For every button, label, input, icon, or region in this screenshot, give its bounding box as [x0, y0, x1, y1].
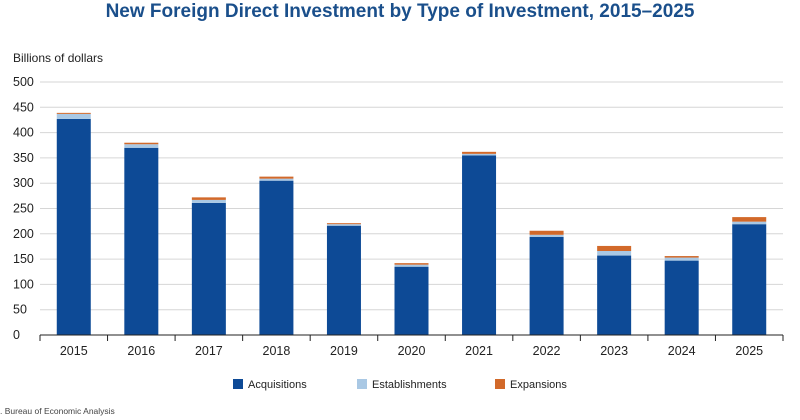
y-tick-label: 150 [13, 252, 34, 266]
x-tick-label-2016: 2016 [127, 344, 155, 358]
legend-swatch-expansions [495, 379, 505, 389]
bar-establishments-2018 [259, 178, 294, 181]
gridlines [40, 81, 783, 311]
bar-establishments-2025 [732, 221, 767, 225]
bar-acquisitions-2017 [191, 202, 226, 335]
y-axis-unit-label: Billions of dollars [13, 51, 103, 65]
x-tick-label-2017: 2017 [195, 344, 223, 358]
bar-expansions-2019 [326, 223, 361, 225]
bar-acquisitions-2020 [394, 266, 429, 335]
bar-establishments-2024 [664, 257, 699, 261]
x-tick-label-2018: 2018 [263, 344, 291, 358]
bar-acquisitions-2023 [597, 255, 632, 335]
bar-expansions-2024 [664, 256, 699, 258]
y-tick-label: 250 [13, 202, 34, 216]
legend-swatch-acquisitions [233, 379, 243, 389]
bar-expansions-2022 [529, 230, 564, 235]
y-tick-label: 100 [13, 277, 34, 291]
x-axis-ticks: 2015 2016 2017 2018 2019 2020 2021 2022 2023 2024… [39, 335, 784, 358]
legend: Acquisitions Establishments Expansions [233, 379, 567, 391]
legend-label-establishments: Establishments [372, 379, 447, 391]
x-tick-label-2019: 2019 [330, 344, 358, 358]
y-tick-label: 300 [13, 176, 34, 190]
bar-establishments-2017 [191, 199, 226, 203]
legend-swatch-establishments [357, 379, 367, 389]
legend-label-acquisitions: Acquisitions [248, 379, 307, 391]
bar-acquisitions-2021 [462, 155, 497, 335]
x-tick-label-2023: 2023 [600, 344, 628, 358]
y-tick-label: 450 [13, 100, 34, 114]
bar-establishments-2020 [394, 264, 429, 267]
bar-expansions-2015 [56, 112, 91, 114]
y-tick-label: 0 [13, 328, 20, 342]
y-tick-label: 500 [13, 75, 34, 89]
bar-acquisitions-2019 [326, 225, 361, 335]
y-tick-label: 350 [13, 151, 34, 165]
bar-establishments-2019 [326, 224, 361, 226]
bar-expansions-2016 [124, 142, 159, 145]
bar-acquisitions-2016 [124, 147, 159, 335]
bar-expansions-2025 [732, 217, 767, 222]
bar-expansions-2018 [259, 176, 294, 179]
x-tick-label-2024: 2024 [668, 344, 696, 358]
bar-acquisitions-2018 [259, 180, 294, 335]
bar-expansions-2017 [191, 197, 226, 200]
x-tick-label-2020: 2020 [398, 344, 426, 358]
x-tick-label-2015: 2015 [60, 344, 88, 358]
bar-establishments-2022 [529, 234, 564, 237]
bar-acquisitions-2022 [529, 236, 564, 335]
bar-establishments-2016 [124, 144, 159, 148]
source-note: . Bureau of Economic Analysis [0, 406, 115, 416]
chart-title: New Foreign Direct Investment by Type of… [106, 1, 695, 22]
bar-expansions-2023 [597, 245, 632, 251]
y-tick-label: 200 [13, 227, 34, 241]
bar-establishments-2015 [56, 113, 91, 119]
bar-expansions-2021 [462, 151, 497, 154]
x-tick-label-2021: 2021 [465, 344, 493, 358]
bar-establishments-2021 [462, 153, 497, 156]
bar-acquisitions-2015 [56, 118, 91, 335]
x-tick-label-2025: 2025 [735, 344, 763, 358]
legend-label-expansions: Expansions [510, 379, 567, 391]
bar-acquisitions-2024 [664, 260, 699, 335]
y-tick-label: 50 [13, 303, 27, 317]
bar-expansions-2020 [394, 263, 429, 265]
y-axis-ticks: 0 50 100 150 200 250 300 350 400 450 500 [13, 75, 34, 342]
y-tick-label: 400 [13, 126, 34, 140]
bars [56, 112, 767, 335]
bar-establishments-2023 [597, 251, 632, 256]
x-tick-label-2022: 2022 [533, 344, 561, 358]
bar-acquisitions-2025 [732, 224, 767, 335]
